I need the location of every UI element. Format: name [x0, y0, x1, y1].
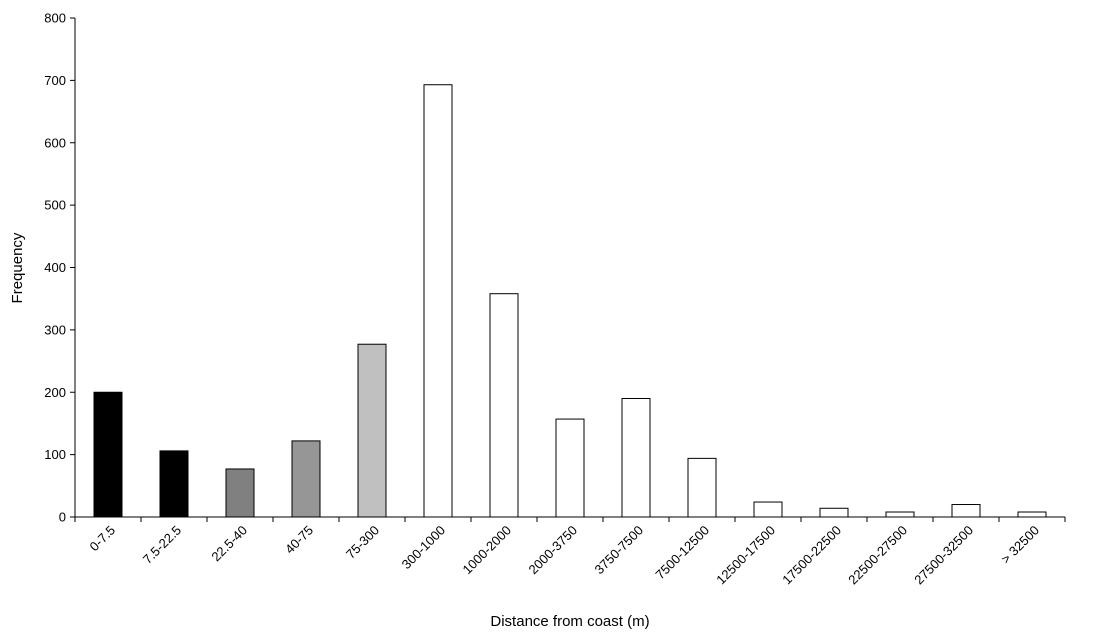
x-tick-label: 300-1000 — [399, 523, 448, 572]
y-tick-label: 100 — [44, 447, 66, 462]
bar — [423, 84, 453, 518]
y-tick-label: 500 — [44, 198, 66, 213]
bar — [225, 468, 255, 518]
x-tick-label: 22.5-40 — [208, 523, 250, 565]
bar — [1017, 511, 1047, 518]
x-tick-label: 0-7.5 — [87, 523, 119, 555]
bar — [291, 440, 321, 518]
y-tick-label: 300 — [44, 322, 66, 337]
y-tick-label: 800 — [44, 11, 66, 26]
bar — [885, 511, 915, 518]
bar — [819, 507, 849, 518]
x-tick-label: 22500-27500 — [845, 523, 910, 588]
bar — [357, 343, 387, 518]
x-tick-label: 17500-22500 — [779, 523, 844, 588]
x-tick-label: 1000-2000 — [460, 523, 515, 578]
bar — [951, 504, 981, 518]
x-tick-label: 75-300 — [343, 523, 382, 562]
bar — [555, 418, 585, 518]
x-axis-title: Distance from coast (m) — [490, 613, 649, 630]
y-tick-label: 200 — [44, 385, 66, 400]
bar — [159, 450, 189, 518]
x-tick-label: 2000-3750 — [526, 523, 581, 578]
bar — [753, 501, 783, 518]
y-axis-title: Frequency — [9, 232, 26, 303]
x-tick-label: 12500-17500 — [713, 523, 778, 588]
bar — [489, 293, 519, 518]
y-tick-label: 400 — [44, 260, 66, 275]
y-tick-label: 700 — [44, 73, 66, 88]
x-tick-label: 7500-12500 — [652, 523, 712, 583]
plot-area: 0 100 200 300 400 500 600 700 800 0-7.5 7.5-22.5 22… — [44, 11, 1066, 588]
bar — [621, 397, 651, 518]
bar — [93, 391, 123, 518]
x-tick-label: 27500-32500 — [911, 523, 976, 588]
bar — [687, 457, 717, 518]
x-tick-label: > 32500 — [998, 523, 1042, 567]
x-tick-label: 40-75 — [282, 523, 316, 557]
x-tick-label: 7.5-22.5 — [140, 523, 184, 567]
x-tick-label: 3750-7500 — [592, 523, 647, 578]
y-tick-label: 600 — [44, 135, 66, 150]
y-tick-label: 0 — [59, 510, 66, 525]
